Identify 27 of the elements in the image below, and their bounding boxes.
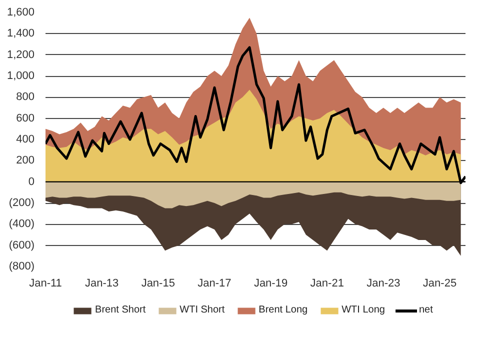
y-tick-label: 0 [28,176,35,188]
legend-label: Brent Short [95,304,146,316]
x-tick-label: Jan-23 [366,278,400,290]
line-series [46,46,466,184]
x-tick-label: Jan-19 [254,278,288,290]
x-tick-label: Jan-11 [29,278,62,290]
x-tick-label: Jan-13 [85,278,119,290]
y-tick-label: 1,200 [6,48,35,61]
y-tick-label: 800 [16,91,35,104]
y-tick-label: (600) [8,239,35,252]
legend-label: net [418,304,434,316]
y-tick-label: 1,600 [6,6,35,18]
legend-label: Brent Long [258,304,308,316]
y-tick-label: 1,400 [6,28,35,40]
x-tick-label: Jan-15 [141,278,175,290]
x-tick-label: Jan-25 [422,278,457,290]
x-tick-label: Jan-21 [310,278,344,290]
y-tick-label: 400 [16,134,35,146]
y-tick-label: 1,000 [6,70,35,82]
x-tick-label: Jan-17 [198,278,232,290]
legend-label: WTI Short [180,304,225,316]
y-tick-label: (800) [8,260,35,272]
y-tick-label: 600 [16,112,35,124]
y-tick-label: (200) [8,197,35,209]
legend-label: WTI Long [342,304,385,316]
y-tick-label: (400) [8,218,35,230]
y-tick-label: 200 [16,154,35,167]
